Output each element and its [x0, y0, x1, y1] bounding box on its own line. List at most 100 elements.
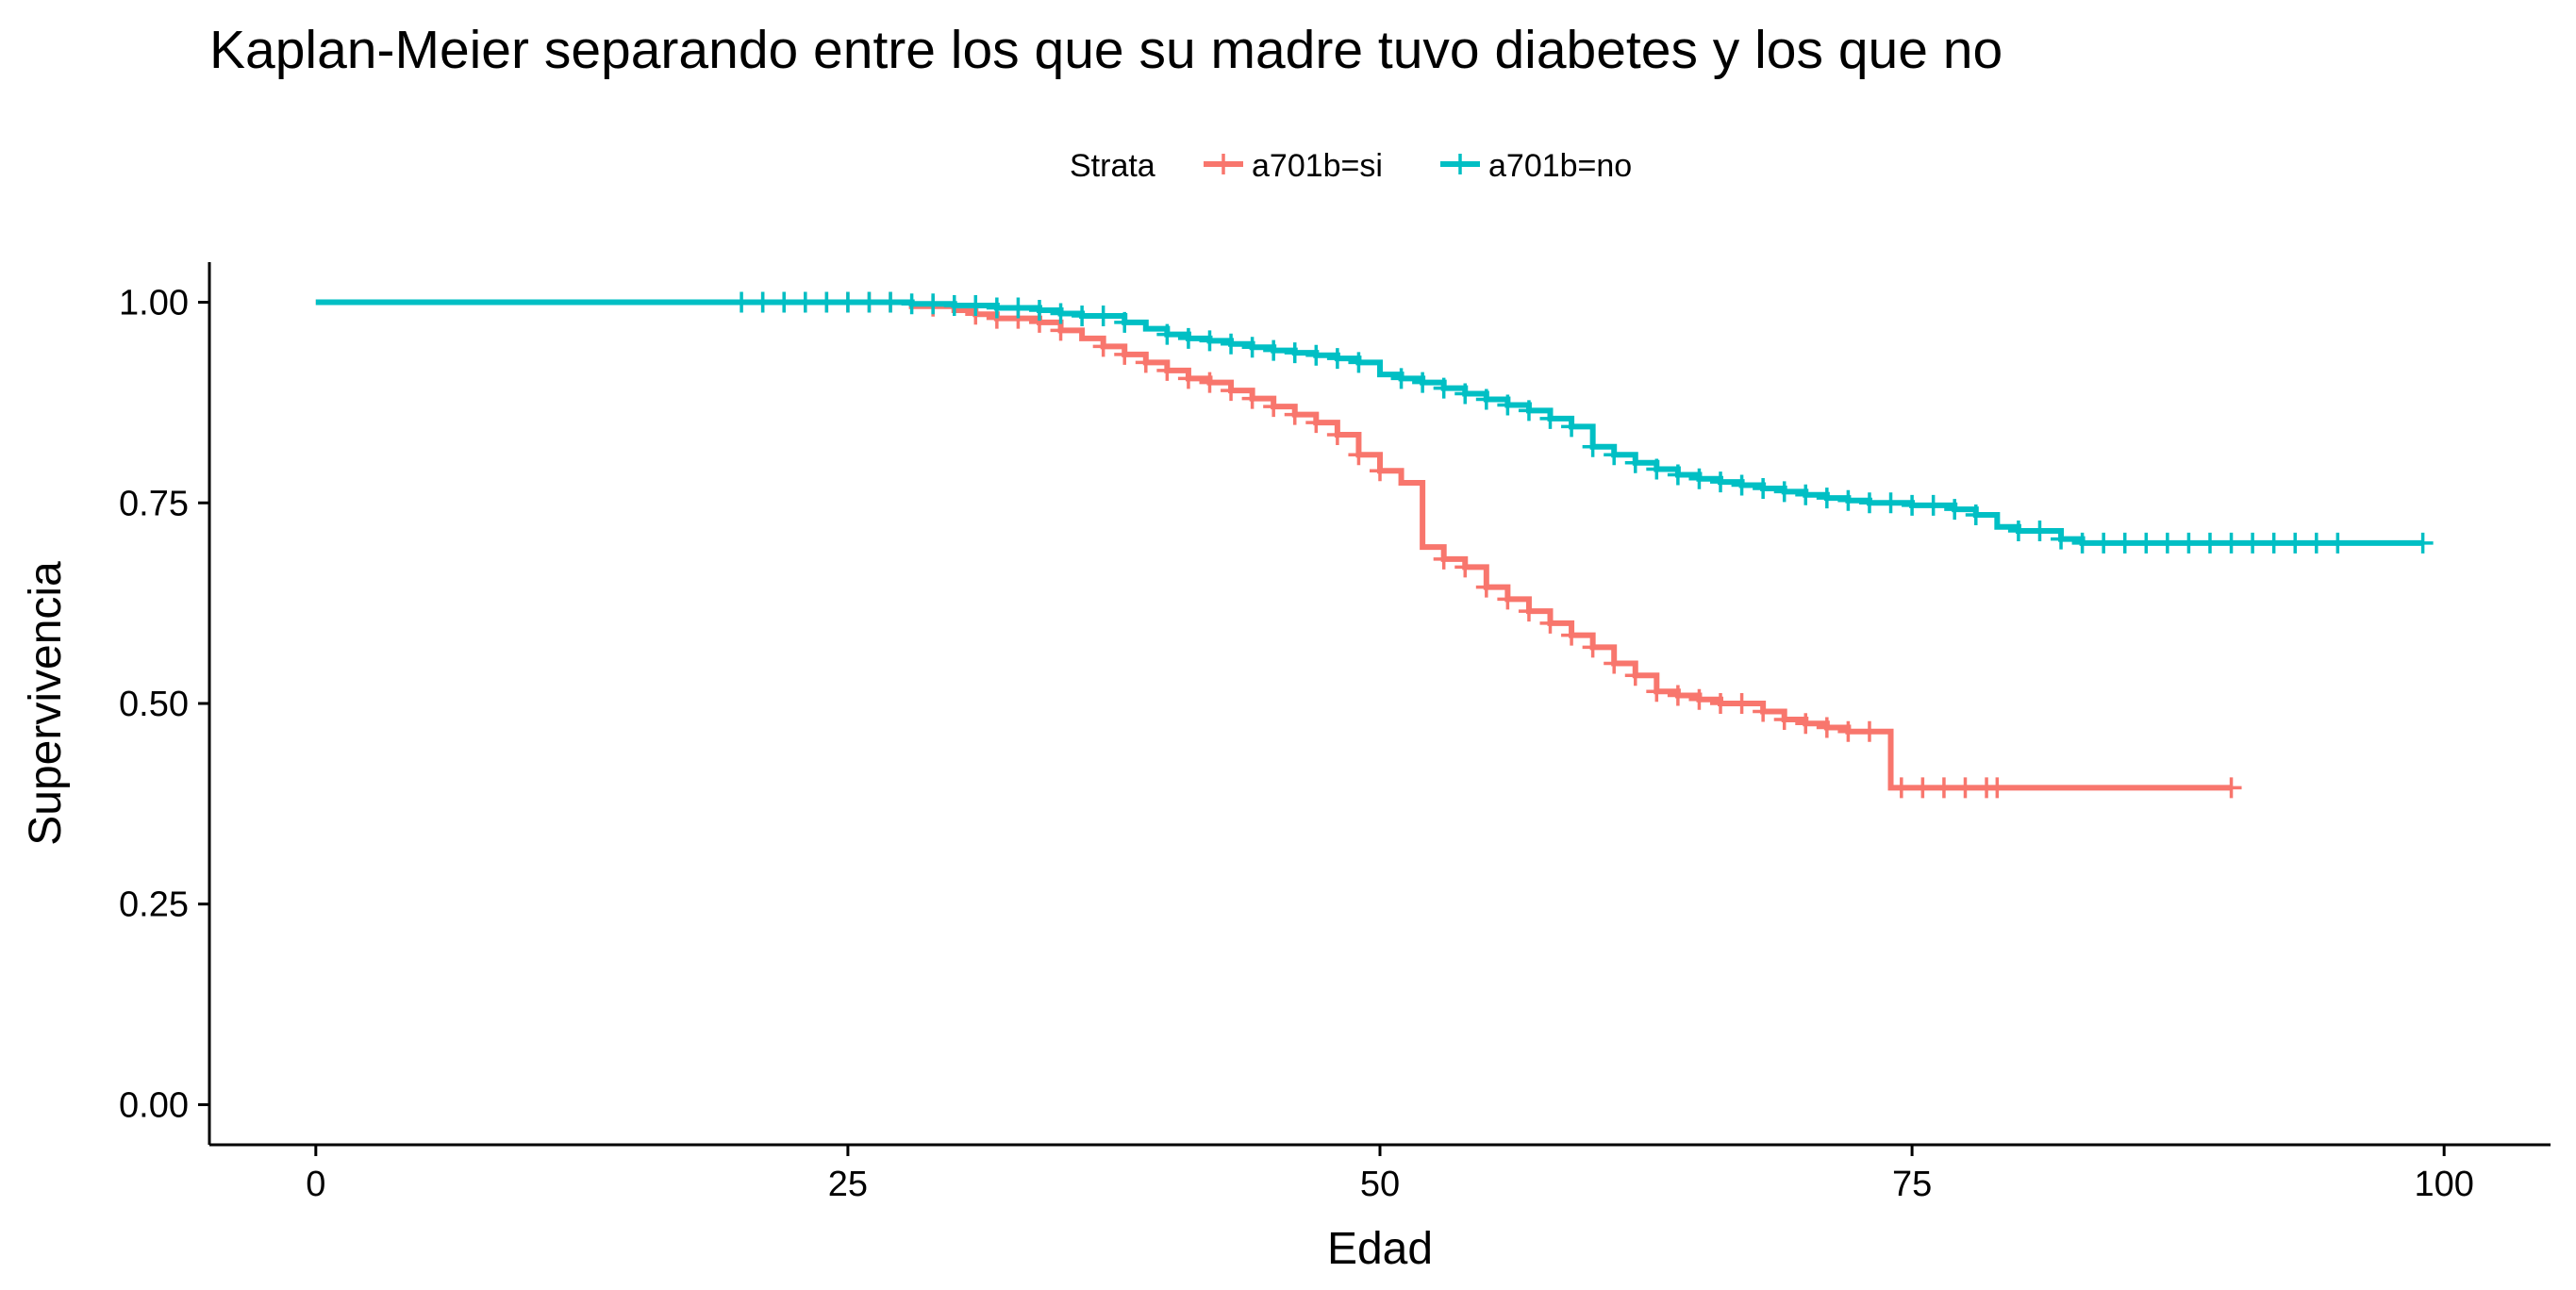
- censor-mark: [1241, 337, 1263, 358]
- censor-mark: [816, 291, 838, 313]
- censor-mark: [1092, 336, 1114, 357]
- censor-mark: [2242, 532, 2264, 554]
- censor-mark: [1646, 681, 1668, 703]
- censor-mark: [1688, 688, 1710, 710]
- legend-label: a701b=no: [1488, 148, 1632, 184]
- censor-mark: [1837, 720, 1859, 742]
- censor-mark: [1284, 404, 1305, 425]
- legend-key-plus-icon: [1450, 154, 1471, 174]
- censor-mark: [1624, 452, 1646, 473]
- censor-mark: [1688, 468, 1710, 489]
- censor-mark: [1263, 396, 1285, 418]
- censor-mark: [1561, 416, 1583, 438]
- x-axis-ticks: 0 25 50 75 100: [306, 1145, 2474, 1204]
- censor-mark: [1454, 556, 1476, 578]
- censor-mark: [1497, 394, 1519, 416]
- x-axis-title: Edad: [1327, 1224, 1433, 1274]
- censor-mark: [1433, 377, 1454, 399]
- censor-mark: [2285, 532, 2306, 554]
- censor-mark: [1199, 330, 1221, 352]
- censor-mark: [1582, 436, 1604, 457]
- legend: Strata a701b=si a701b=no: [1070, 148, 1632, 184]
- censor-mark: [1326, 348, 1348, 370]
- x-tick-label: 50: [1360, 1165, 1400, 1204]
- censor-mark: [858, 291, 880, 313]
- censor-mark: [1816, 488, 1837, 509]
- censor-mark: [1624, 665, 1646, 686]
- y-tick-label: 0.50: [119, 685, 189, 724]
- censor-mark: [1890, 777, 1912, 799]
- censor-mark: [1539, 407, 1561, 429]
- censor-mark: [1954, 777, 1976, 799]
- censor-mark: [1390, 368, 1412, 389]
- y-tick-label: 0.25: [119, 885, 189, 925]
- x-tick-label: 0: [306, 1165, 325, 1204]
- censor-mark: [1837, 489, 1859, 511]
- censor-mark: [1072, 306, 1093, 327]
- censor-mark: [1475, 389, 1497, 410]
- legend-item-a701b=si: a701b=si: [1204, 148, 1383, 184]
- censor-mark: [2071, 532, 2093, 554]
- y-tick-label: 0.00: [119, 1085, 189, 1125]
- censor-mark: [1773, 709, 1795, 731]
- survival-curve: [315, 299, 2232, 791]
- legend-item-a701b=no: a701b=no: [1440, 148, 1632, 184]
- censor-mark: [2051, 528, 2072, 550]
- censor-mark: [1475, 576, 1497, 598]
- legend-label: a701b=si: [1252, 148, 1383, 184]
- legend-title: Strata: [1070, 148, 1155, 184]
- censor-mark: [1753, 701, 1774, 722]
- censor-mark: [1902, 494, 1923, 516]
- legend-key-plus-icon: [1213, 154, 1234, 174]
- censor-mark: [1753, 477, 1774, 499]
- censor-mark: [731, 291, 753, 313]
- censor-mark: [1177, 368, 1199, 389]
- censor-mark: [1092, 306, 1114, 327]
- censor-mark: [1050, 303, 1072, 324]
- censor-mark: [1221, 380, 1242, 402]
- censor-mark: [1582, 637, 1604, 658]
- censor-mark: [2029, 521, 2051, 542]
- censor-mark: [1114, 311, 1136, 333]
- censor-mark: [2305, 532, 2327, 554]
- censor-mark: [1199, 372, 1221, 393]
- censor-mark: [2156, 532, 2178, 554]
- censor-mark: [1241, 388, 1263, 409]
- censor-mark: [1912, 777, 1934, 799]
- censor-mark: [752, 291, 773, 313]
- censor-mark: [1518, 601, 1539, 622]
- censor-mark: [794, 291, 816, 313]
- censor-mark: [880, 291, 902, 313]
- censor-mark: [1561, 624, 1583, 646]
- chart-title: Kaplan-Meier separando entre los que su …: [209, 20, 2003, 80]
- censor-mark: [1454, 383, 1476, 405]
- censor-mark: [1710, 471, 1732, 493]
- series-a701b=si: [315, 291, 2242, 799]
- series-a701b=no: [315, 291, 2434, 554]
- censor-mark: [1604, 653, 1625, 674]
- censor-mark: [1348, 352, 1370, 373]
- y-axis-title: Supervivencia: [21, 561, 71, 846]
- censor-mark: [1518, 400, 1539, 422]
- censor-mark: [1348, 444, 1370, 466]
- censor-mark: [1370, 460, 1390, 482]
- censor-mark: [1007, 297, 1029, 319]
- censor-mark: [2007, 521, 2029, 542]
- censor-mark: [1114, 343, 1136, 365]
- censor-mark: [1710, 693, 1732, 714]
- censor-mark: [2093, 532, 2115, 554]
- censor-mark: [1795, 713, 1817, 735]
- censor-mark: [1263, 339, 1285, 361]
- censor-mark: [1646, 458, 1668, 480]
- censor-mark: [2220, 777, 2242, 799]
- censor-mark: [1731, 693, 1753, 714]
- censor-mark: [1944, 499, 1966, 521]
- censor-mark: [1816, 717, 1837, 738]
- plot-panel: 0.00 0.25 0.50 0.75 1.00 0 25 50 75 100: [119, 262, 2551, 1204]
- censor-mark: [2412, 532, 2434, 554]
- censor-mark: [1135, 352, 1156, 373]
- y-tick-label: 1.00: [119, 284, 189, 323]
- x-tick-label: 75: [1892, 1165, 1932, 1204]
- censor-mark: [1177, 327, 1199, 349]
